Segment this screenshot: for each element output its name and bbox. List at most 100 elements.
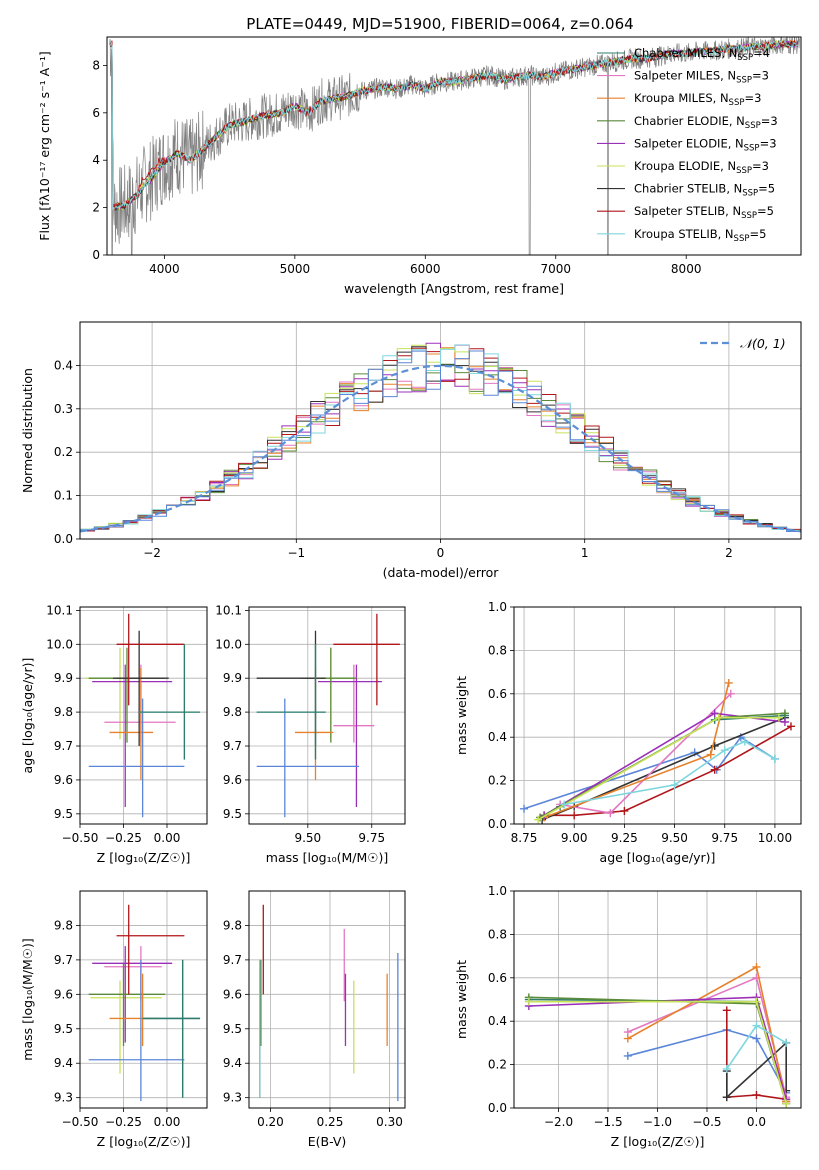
y-tick-label: 4 bbox=[92, 153, 100, 167]
y-axis-label: age [log₁₀(age/yr)] bbox=[20, 658, 35, 774]
legend-sub: SSP bbox=[737, 53, 753, 63]
legend-suffix: =4 bbox=[753, 46, 770, 60]
x-tick-label: 0.00 bbox=[154, 831, 181, 845]
weight-marker bbox=[623, 1034, 632, 1043]
y-tick-label: 9.7 bbox=[54, 739, 73, 753]
y-tick-label: 9.7 bbox=[223, 739, 242, 753]
legend-text: Chabrier MILES, N bbox=[634, 46, 737, 60]
weight-marker bbox=[670, 780, 679, 789]
legend-entry: Chabrier MILES, NSSP=4 bbox=[634, 46, 770, 63]
y-tick-label: 9.5 bbox=[54, 807, 73, 821]
y-tick-label: 0.6 bbox=[488, 687, 507, 701]
legend-text: Salpeter ELODIE, N bbox=[634, 136, 744, 150]
axes-frame bbox=[106, 36, 802, 256]
y-tick-label: 0.4 bbox=[488, 730, 507, 744]
x-axis-label: age [log₁₀(age/yr)] bbox=[600, 850, 716, 865]
y-tick-label: 0.6 bbox=[488, 971, 507, 985]
x-tick-label: 0.20 bbox=[257, 1115, 284, 1129]
y-tick-label: 0.8 bbox=[488, 643, 507, 657]
weight-marker bbox=[520, 804, 529, 813]
panel-residuals: 𝒩(0, 1) −2 −1 0 1 2 0.0 0.1 0.2 0.3 0.4 (data-model… bbox=[20, 321, 802, 580]
weight-marker bbox=[752, 962, 761, 971]
observed-spectrum bbox=[109, 37, 800, 255]
y-axis-label: mass weight bbox=[454, 676, 469, 755]
x-tick-label: 1 bbox=[581, 546, 589, 560]
weight-marker bbox=[786, 722, 795, 731]
legend-suffix: =3 bbox=[760, 136, 777, 150]
x-tick-label: −2.0 bbox=[544, 1115, 573, 1129]
weight-marker bbox=[623, 1051, 632, 1060]
plot-area-weight_vs_age bbox=[520, 678, 795, 824]
legend-text: Chabrier ELODIE, N bbox=[634, 114, 745, 128]
legend-text: Kroupa STELIB, N bbox=[634, 227, 734, 241]
x-tick-label: 8.75 bbox=[511, 831, 538, 845]
y-tick-label: 0.3 bbox=[54, 402, 73, 416]
x-axis-label: Z [log₁₀(Z/Z☉)] bbox=[611, 1134, 705, 1149]
legend-entry: Kroupa MILES, NSSP=3 bbox=[634, 91, 761, 108]
y-axis-label: mass [log₁₀(M/M☉)] bbox=[20, 938, 35, 1060]
weight-marker bbox=[524, 997, 533, 1006]
plot-area-residuals bbox=[80, 342, 801, 533]
y-tick-label: 0.0 bbox=[488, 817, 507, 831]
weight-marker bbox=[710, 741, 719, 750]
legend-suffix: =3 bbox=[761, 114, 778, 128]
model-line-8 bbox=[110, 39, 798, 211]
y-tick-label: 0.8 bbox=[488, 927, 507, 941]
x-tick-label: −0.25 bbox=[105, 1115, 142, 1129]
legend-entry: Chabrier STELIB, NSSP=5 bbox=[634, 182, 775, 199]
weight-marker bbox=[720, 746, 729, 755]
y-tick-label: 9.9 bbox=[54, 671, 73, 685]
y-tick-label: 9.6 bbox=[54, 987, 73, 1001]
x-tick-label: 0 bbox=[437, 546, 445, 560]
legend-sub: SSP bbox=[742, 189, 758, 199]
x-axis-label: (data-model)/error bbox=[383, 565, 500, 580]
x-tick-label: 0.0 bbox=[747, 1115, 766, 1129]
plot-area-age_vs_Z bbox=[85, 613, 201, 818]
y-tick-label: 9.8 bbox=[223, 705, 242, 719]
x-tick-label: 6000 bbox=[410, 262, 441, 276]
panel-age_vs_mass: 9.50 9.75 9.5 9.6 9.7 9.8 9.9 10.0 10.1 mass [log… bbox=[215, 603, 406, 865]
legend-entry: Chabrier ELODIE, NSSP=3 bbox=[634, 114, 778, 131]
x-tick-label: −2 bbox=[143, 546, 161, 560]
y-tick-label: 0.4 bbox=[54, 358, 73, 372]
panel-weight_vs_Z: −2.0 −1.5 −1.0 −0.5 0.0 0.0 0.2 0.4 0.6 0.8 1.0 Z [… bbox=[454, 884, 802, 1149]
legend-entry: Salpeter MILES, NSSP=3 bbox=[634, 69, 769, 86]
y-tick-label: 9.7 bbox=[223, 953, 242, 967]
legend-suffix: =5 bbox=[749, 227, 766, 241]
legend-sub: SSP bbox=[744, 143, 760, 153]
weight-marker bbox=[782, 1099, 791, 1108]
y-tick-label: 1.0 bbox=[488, 884, 507, 898]
legend-suffix: =3 bbox=[752, 69, 769, 83]
weight-marker bbox=[752, 1034, 761, 1043]
y-tick-label: 0 bbox=[92, 248, 100, 262]
x-axis-label: Z [log₁₀(Z/Z☉)] bbox=[97, 1134, 191, 1149]
y-tick-label: 1.0 bbox=[488, 600, 507, 614]
y-tick-label: 0.2 bbox=[54, 445, 73, 459]
y-tick-label: 9.3 bbox=[54, 1091, 73, 1105]
x-tick-label: −0.50 bbox=[62, 831, 99, 845]
legend-suffix: =3 bbox=[744, 91, 761, 105]
weight-marker bbox=[774, 713, 783, 722]
y-tick-label: 8 bbox=[92, 58, 100, 72]
weight-marker bbox=[722, 1006, 731, 1015]
y-tick-label: 10.0 bbox=[215, 637, 242, 651]
figure-title: PLATE=0449, MJD=51900, FIBERID=0064, z=0… bbox=[246, 15, 633, 33]
y-tick-label: 9.6 bbox=[223, 773, 242, 787]
plot-area-mass_vs_Z bbox=[88, 904, 201, 1102]
y-tick-label: 10.0 bbox=[46, 637, 73, 651]
x-tick-label: 9.00 bbox=[561, 831, 588, 845]
y-tick-label: 0.0 bbox=[488, 1101, 507, 1115]
legend-sub: SSP bbox=[734, 234, 750, 244]
y-tick-label: 0.4 bbox=[488, 1014, 507, 1028]
legend-text: Kroupa MILES, N bbox=[634, 91, 729, 105]
weight-series-2 bbox=[541, 716, 786, 821]
x-tick-label: −1.0 bbox=[643, 1115, 672, 1129]
panel-mass_vs_ebv: 0.20 0.25 0.30 9.3 9.4 9.5 9.6 9.7 9.8 E(B-V) bbox=[223, 890, 406, 1149]
y-tick-label: 9.3 bbox=[223, 1091, 242, 1105]
y-tick-label: 9.4 bbox=[223, 1056, 242, 1070]
y-tick-label: 9.7 bbox=[54, 953, 73, 967]
plot-area-weight_vs_Z bbox=[524, 962, 791, 1108]
